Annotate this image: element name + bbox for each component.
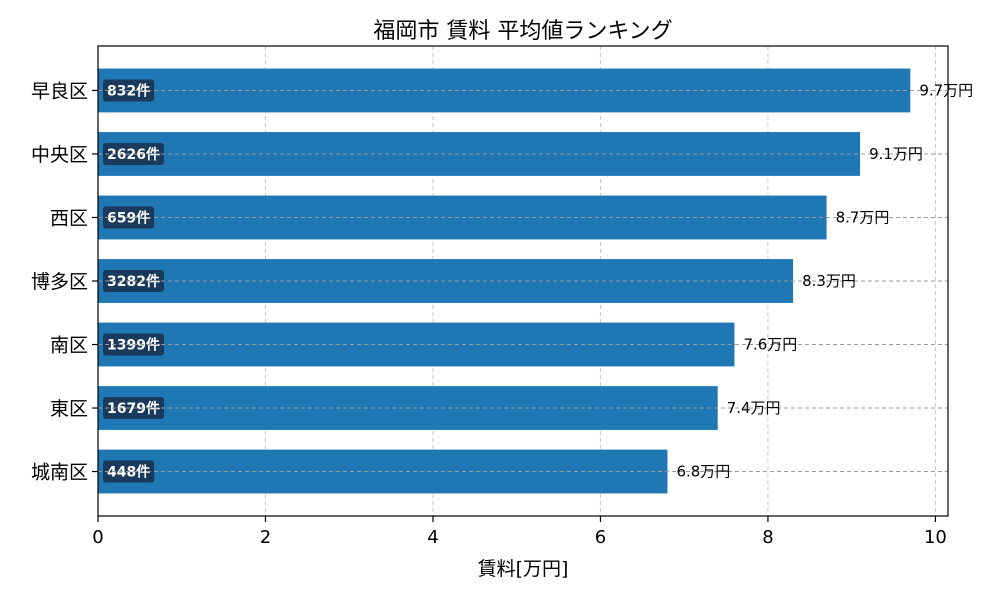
y-tick-label: 西区 (50, 207, 88, 229)
value-label: 7.6万円 (743, 336, 797, 354)
x-tick-label: 8 (762, 527, 773, 548)
x-tick-label: 0 (92, 527, 103, 548)
x-tick-label: 10 (924, 527, 947, 548)
value-label: 9.7万円 (919, 81, 973, 99)
value-label: 8.3万円 (802, 272, 856, 290)
value-labels: 9.7万円 9.1万円 8.7万円 8.3万円 7.6万円 7.4万円 6.8万円 (98, 81, 973, 481)
x-tick-label: 6 (595, 527, 606, 548)
y-tick-label: 東区 (50, 398, 88, 420)
value-label: 7.4万円 (727, 399, 781, 417)
chart-title: 福岡市 賃料 平均値ランキング (373, 19, 672, 44)
y-tick-label: 早良区 (31, 80, 88, 102)
x-tick-label: 2 (260, 527, 271, 548)
y-tick-label: 南区 (50, 335, 88, 357)
x-tick-label: 4 (427, 527, 438, 548)
value-label: 8.7万円 (836, 208, 890, 226)
y-tick-label: 中央区 (31, 144, 88, 166)
x-axis: 0 2 4 6 8 10 (92, 516, 947, 548)
y-tick-label: 博多区 (31, 271, 88, 293)
value-label: 6.8万円 (676, 463, 730, 481)
x-axis-label: 賃料[万円] (478, 558, 569, 580)
y-tick-label: 城南区 (31, 462, 88, 484)
value-label: 9.1万円 (869, 145, 923, 163)
